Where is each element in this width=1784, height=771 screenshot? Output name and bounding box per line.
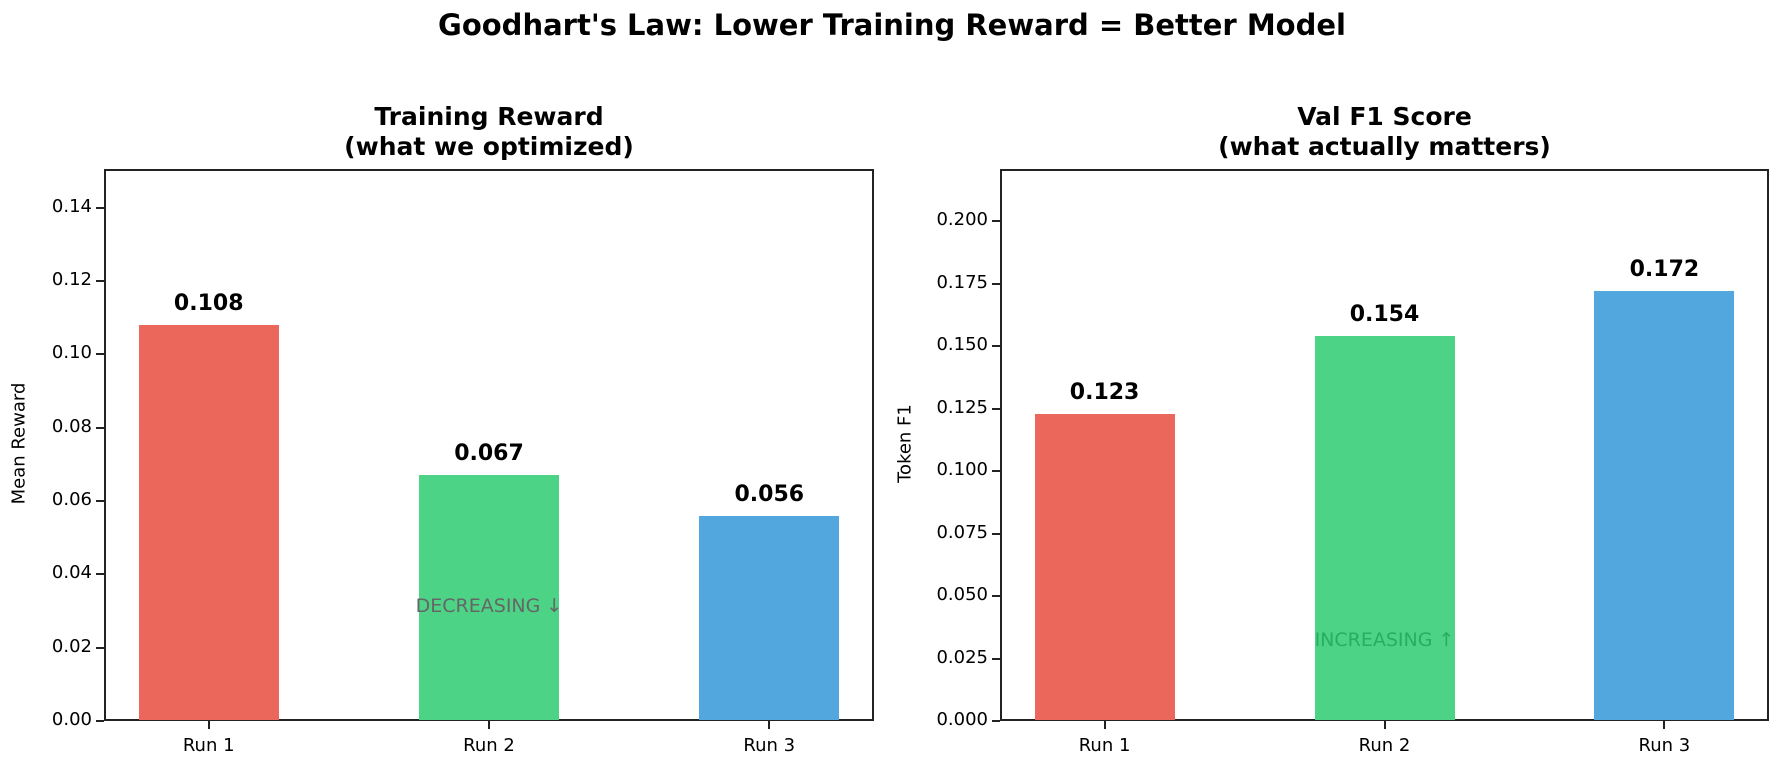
y-tick-mark [96,426,104,429]
y-tick-label: 0.10 [51,342,92,364]
x-tick-mark [1663,721,1666,729]
x-tick-mark [768,721,771,729]
x-tick-label: Run 1 [182,735,235,756]
bar-run-2 [1314,336,1455,720]
y-tick-label: 0.050 [936,584,988,605]
y-tick-mark [992,720,1000,722]
chart-title-line: Training Reward [374,102,604,131]
y-tick-mark [96,720,104,722]
y-tick-mark [992,470,1000,472]
y-tick-mark [96,280,104,282]
training-reward-trend-annotation: DECREASING ↓ [415,595,563,618]
bar-run-3 [1594,291,1735,720]
chart-title-line: (what we optimized) [344,132,634,161]
x-tick-mark [488,721,490,729]
y-tick-mark [96,646,104,649]
val-f1-y-axis-label: Token F1 [894,404,916,483]
val-f1-trend-annotation: INCREASING ↑ [1314,629,1455,651]
y-tick-mark [992,657,1000,660]
bar-value-label: 0.056 [734,481,805,507]
y-tick-mark [992,407,1000,410]
y-tick-label: 0.00 [51,709,92,730]
y-tick-label: 0.04 [51,562,92,584]
y-tick-label: 0.06 [51,489,92,510]
bar-value-label: 0.123 [1069,379,1140,405]
bar-value-label: 0.154 [1349,302,1420,327]
y-tick-mark [96,500,104,502]
y-tick-mark [96,206,104,209]
chart-title-line: (what actually matters) [1218,132,1551,161]
y-tick-label: 0.200 [936,209,988,230]
y-tick-label: 0.000 [936,709,988,730]
x-tick-label: Run 2 [463,735,515,756]
y-tick-label: 0.02 [51,635,92,657]
bar-run-2 [419,475,559,720]
y-tick-label: 0.175 [936,271,988,293]
y-tick-mark [96,573,104,576]
y-tick-mark [992,220,1000,222]
y-tick-mark [992,282,1000,285]
y-tick-mark [96,353,104,356]
y-tick-label: 0.100 [936,459,988,480]
x-tick-label: Run 3 [743,735,796,756]
y-tick-label: 0.150 [936,334,988,355]
y-tick-label: 0.125 [936,396,988,418]
y-tick-label: 0.12 [51,269,92,290]
y-tick-mark [992,532,1000,535]
bar-run-1 [138,325,279,720]
x-tick-label: Run 3 [1638,735,1691,756]
val-f1-chart-title: Val F1 Score (what actually matters) [1000,102,1769,162]
y-tick-label: 0.14 [51,195,92,217]
x-tick-mark [1103,721,1106,729]
training-reward-y-axis-label: Mean Reward [8,382,30,505]
training-reward-chart-title: Training Reward (what we optimized) [104,102,874,162]
bar-value-label: 0.172 [1629,257,1700,282]
bar-run-1 [1034,413,1175,720]
bar-value-label: 0.067 [454,441,524,467]
x-tick-mark [1383,721,1386,729]
y-tick-label: 0.08 [51,415,92,437]
y-tick-label: 0.025 [936,646,988,668]
x-tick-label: Run 2 [1358,735,1411,756]
y-tick-label: 0.075 [936,521,988,543]
bar-run-3 [699,515,840,720]
y-tick-mark [992,345,1000,347]
x-tick-mark [207,721,210,729]
y-tick-mark [992,595,1000,597]
chart-title-line: Val F1 Score [1297,102,1472,131]
figure-title: Goodhart's Law: Lower Training Reward = … [438,8,1346,42]
x-tick-label: Run 1 [1078,735,1131,756]
bar-value-label: 0.108 [173,291,244,316]
